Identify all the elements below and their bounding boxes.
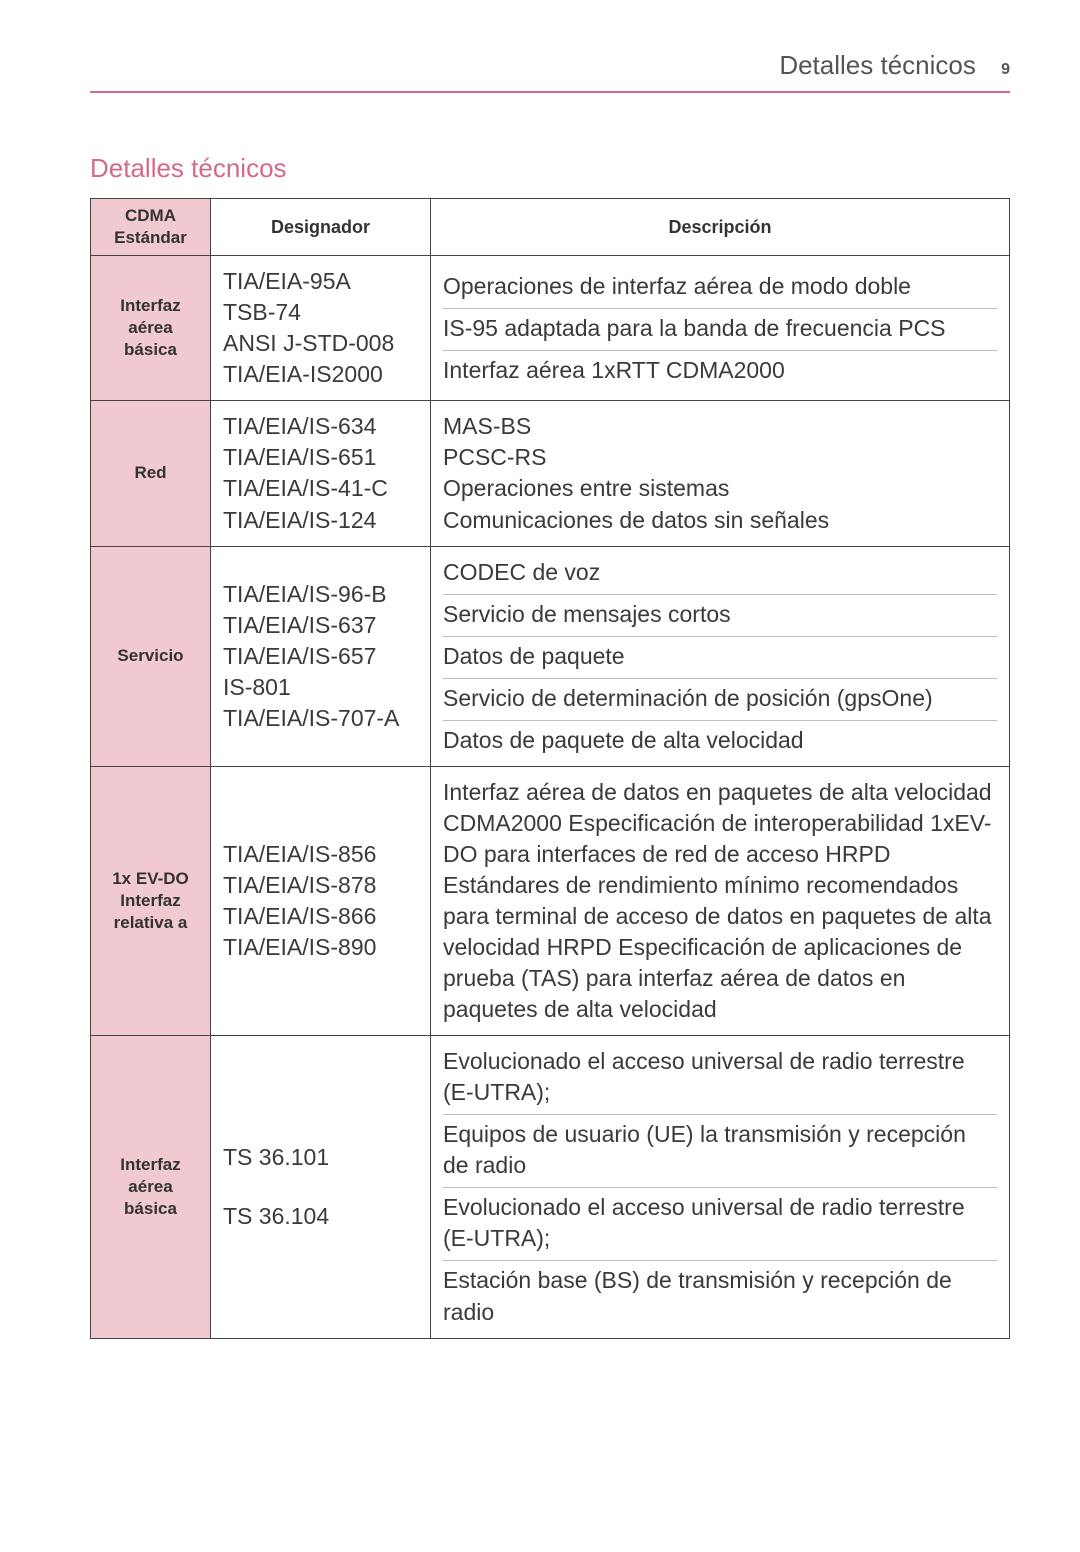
table-row: 1x EV-DOInterfazrelativa a TIA/EIA/IS-85… [91, 766, 1010, 1035]
page-number: 9 [1001, 61, 1010, 78]
col-header-designator: Designador [211, 199, 431, 256]
designator-cell: TIA/EIA/IS-96-B TIA/EIA/IS-637 TIA/EIA/I… [211, 546, 431, 766]
description-cell: MAS-BS PCSC-RS Operaciones entre sistema… [431, 401, 1010, 546]
table-row: Interfazaéreabásica TIA/EIA-95A TSB-74 A… [91, 256, 1010, 401]
section-title: Detalles técnicos [90, 153, 1010, 184]
running-header: Detalles técnicos 9 [90, 50, 1010, 93]
row-head: Interfazaéreabásica [91, 256, 211, 401]
row-head: Red [91, 401, 211, 546]
running-title: Detalles técnicos [779, 50, 976, 80]
designator-cell: TS 36.101 TS 36.104 [211, 1036, 431, 1338]
description-cell: Operaciones de interfaz aérea de modo do… [431, 256, 1010, 401]
technical-details-table: CDMAEstándar Designador Descripción Inte… [90, 198, 1010, 1339]
col-header-description: Descripción [431, 199, 1010, 256]
designator-cell: TIA/EIA-95A TSB-74 ANSI J-STD-008 TIA/EI… [211, 256, 431, 401]
description-cell: CODEC de voz Servicio de mensajes cortos… [431, 546, 1010, 766]
row-head: 1x EV-DOInterfazrelativa a [91, 766, 211, 1035]
description-cell: Interfaz aérea de datos en paquetes de a… [431, 766, 1010, 1035]
designator-cell: TIA/EIA/IS-634 TIA/EIA/IS-651 TIA/EIA/IS… [211, 401, 431, 546]
table-row: Servicio TIA/EIA/IS-96-B TIA/EIA/IS-637 … [91, 546, 1010, 766]
table-row: Red TIA/EIA/IS-634 TIA/EIA/IS-651 TIA/EI… [91, 401, 1010, 546]
description-cell: Evolucionado el acceso universal de radi… [431, 1036, 1010, 1338]
table-header-row: CDMAEstándar Designador Descripción [91, 199, 1010, 256]
row-head: Servicio [91, 546, 211, 766]
designator-cell: TIA/EIA/IS-856 TIA/EIA/IS-878 TIA/EIA/IS… [211, 766, 431, 1035]
table-row: Interfazaéreabásica TS 36.101 TS 36.104 … [91, 1036, 1010, 1338]
row-head: Interfazaéreabásica [91, 1036, 211, 1338]
col-header-standard: CDMAEstándar [91, 199, 211, 256]
